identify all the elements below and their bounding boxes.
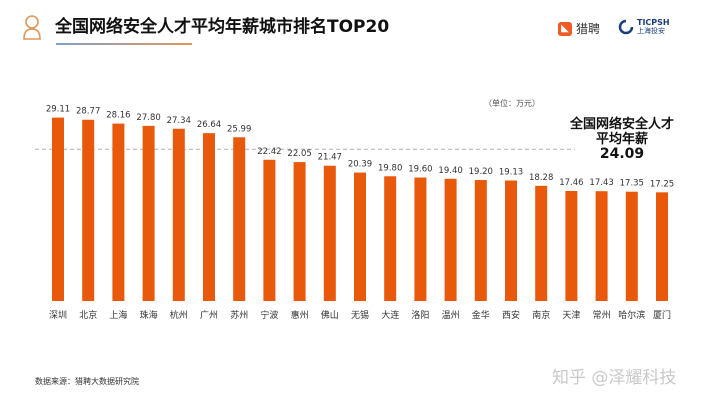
bar bbox=[535, 185, 548, 301]
data-label: 28.16 bbox=[106, 111, 130, 121]
data-label: 19.80 bbox=[378, 163, 402, 173]
category-label: 温州 bbox=[442, 310, 460, 321]
category-label: 惠州 bbox=[291, 309, 309, 321]
ticpsh-logo-text: TICPSH bbox=[637, 18, 670, 27]
category-label: 哈尔滨 bbox=[618, 309, 645, 321]
bar bbox=[52, 117, 64, 302]
data-label: 27.34 bbox=[167, 116, 191, 126]
data-label: 22.42 bbox=[257, 147, 281, 157]
page-title: 全国网络安全人才平均年薪城市排名TOP20 bbox=[55, 17, 390, 37]
category-label: 厦门 bbox=[653, 309, 671, 321]
category-label: 佛山 bbox=[321, 309, 339, 321]
category-label: 洛阳 bbox=[411, 309, 429, 321]
data-label: 21.47 bbox=[318, 153, 342, 163]
unit-label: （单位：万元） bbox=[484, 99, 540, 108]
bar bbox=[474, 180, 487, 301]
category-label: 西安 bbox=[502, 309, 520, 321]
data-source: 数据来源：猎聘大数据研究院 bbox=[35, 377, 139, 386]
average-value: 24.09 bbox=[599, 146, 645, 162]
liepin-logo-icon: ◣ bbox=[558, 21, 572, 36]
data-label: 22.05 bbox=[287, 149, 311, 159]
data-label: 17.35 bbox=[620, 179, 644, 189]
bar bbox=[625, 191, 638, 301]
data-label: 26.64 bbox=[197, 120, 221, 130]
bar bbox=[444, 178, 457, 301]
category-label: 天津 bbox=[562, 310, 580, 321]
data-label: 29.11 bbox=[46, 105, 70, 115]
bar bbox=[323, 165, 336, 301]
ticpsh-logo: TICPSH 上海投安 bbox=[618, 18, 670, 36]
category-label: 广州 bbox=[200, 309, 218, 321]
category-label: 宁波 bbox=[260, 309, 278, 321]
bar bbox=[354, 172, 366, 301]
data-label: 17.43 bbox=[589, 178, 613, 188]
watermark: 知乎 @泽耀科技 bbox=[552, 368, 677, 388]
category-label: 珠海 bbox=[140, 309, 158, 321]
data-label: 25.99 bbox=[227, 124, 251, 134]
bar bbox=[505, 180, 517, 301]
data-label: 19.20 bbox=[469, 167, 493, 177]
category-label: 金华 bbox=[472, 309, 490, 321]
data-label: 17.25 bbox=[650, 179, 674, 189]
category-label: 无锡 bbox=[351, 310, 369, 321]
category-label: 苏州 bbox=[230, 309, 248, 321]
bar bbox=[565, 191, 578, 301]
bar bbox=[293, 162, 306, 301]
category-label: 上海 bbox=[109, 309, 127, 321]
data-label: 19.13 bbox=[499, 167, 523, 177]
category-label: 北京 bbox=[79, 309, 97, 321]
bar bbox=[414, 177, 427, 301]
bar bbox=[142, 125, 155, 301]
category-label: 常州 bbox=[593, 309, 611, 321]
bar bbox=[595, 191, 608, 301]
bar bbox=[656, 192, 668, 301]
liepin-logo-text: 猎聘 bbox=[576, 22, 601, 36]
data-label: 18.28 bbox=[529, 173, 553, 183]
bar bbox=[203, 133, 215, 301]
average-annotation: 全国网络安全人才平均年薪 24.09 bbox=[570, 117, 674, 162]
data-label: 19.60 bbox=[408, 165, 432, 175]
category-label: 深圳 bbox=[49, 310, 67, 321]
bar bbox=[112, 123, 125, 301]
bar bbox=[172, 128, 185, 301]
bar bbox=[263, 159, 276, 301]
average-label: 全国网络安全人才平均年薪 bbox=[570, 117, 675, 147]
ticpsh-logo-icon bbox=[618, 19, 634, 35]
liepin-logo: ◣ 猎聘 bbox=[558, 20, 600, 37]
data-label: 28.77 bbox=[76, 107, 100, 117]
data-label: 20.39 bbox=[348, 160, 372, 170]
person-icon bbox=[23, 15, 41, 40]
category-label: 南京 bbox=[532, 309, 550, 321]
data-label: 27.80 bbox=[136, 113, 160, 123]
category-label: 大连 bbox=[381, 309, 399, 321]
bar bbox=[82, 119, 95, 302]
title-underline bbox=[56, 43, 192, 45]
bar bbox=[384, 176, 397, 301]
category-label: 杭州 bbox=[170, 309, 188, 321]
data-label: 19.40 bbox=[438, 166, 462, 176]
ticpsh-logo-subtext: 上海投安 bbox=[637, 27, 665, 35]
data-label: 17.46 bbox=[559, 178, 583, 188]
bar bbox=[233, 137, 246, 301]
